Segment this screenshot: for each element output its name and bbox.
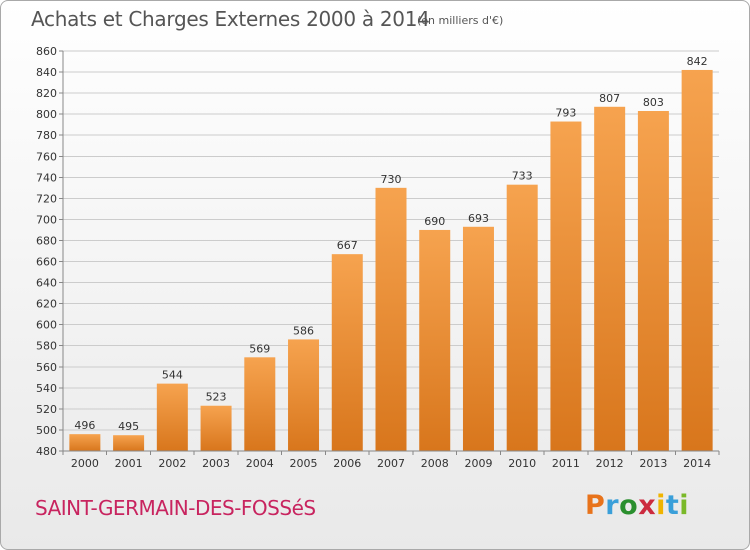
bar-2010 [506,184,538,451]
chart-unit: (en milliers d'€) [417,14,504,27]
logo-letter: P [585,490,606,521]
x-tick-label-2003: 2003 [202,457,230,470]
x-tick-label-2004: 2004 [246,457,274,470]
x-axis: 2000 2001 2002 2003 2004 2005 2006 2007 2008 2009… [62,450,720,470]
data-label-2003: 523 [206,391,227,404]
y-tick-label: 700 [36,213,57,226]
bar-2006 [331,254,363,451]
data-label-2010: 733 [512,170,533,183]
y-tick-label: 600 [36,319,57,332]
x-tick-label-2012: 2012 [596,457,624,470]
y-tick-label: 720 [36,192,57,205]
x-tick-label-2007: 2007 [377,457,405,470]
y-tick-label: 660 [36,256,57,269]
bars [69,69,713,452]
x-tick-label-2006: 2006 [333,457,361,470]
bar-2013 [637,111,669,451]
bar-2011 [550,121,582,452]
data-label-2011: 793 [555,107,576,120]
y-tick-label: 500 [36,424,57,437]
data-label-2001: 495 [118,420,139,433]
bar-2004 [244,357,276,451]
y-tick-label: 760 [36,150,57,163]
x-tick-label-2014: 2014 [683,457,711,470]
y-tick-label: 820 [36,87,57,100]
x-tick-label-2013: 2013 [639,457,667,470]
x-tick-label-2002: 2002 [158,457,186,470]
y-tick-label: 480 [36,445,57,458]
y-tick-label: 520 [36,403,57,416]
data-label-2007: 730 [381,173,402,186]
x-tick-label-2009: 2009 [464,457,492,470]
bar-2000 [69,434,101,451]
data-label-2014: 842 [687,55,708,68]
proxiti-logo: Proxiti [585,490,689,521]
data-label-2005: 586 [293,324,314,337]
data-label-2012: 807 [599,92,620,105]
data-label-2004: 569 [249,342,270,355]
bar-2001 [113,435,145,451]
x-tick-label-2008: 2008 [421,457,449,470]
y-tick-label: 580 [36,340,57,353]
x-tick-label-2000: 2000 [71,457,99,470]
y-tick-label: 640 [36,277,57,290]
bar-2003 [200,405,232,451]
y-tick-label: 780 [36,129,57,142]
data-label-2002: 544 [162,369,183,382]
x-tick-label-2001: 2001 [115,457,143,470]
bar-2007 [375,187,407,451]
y-tick-label: 840 [36,66,57,79]
bar-2009 [462,226,494,451]
bar-2014 [681,69,713,452]
bar-2012 [594,106,626,451]
y-tick-label: 620 [36,298,57,311]
logo-letter: x [638,490,657,521]
x-tick-label-2010: 2010 [508,457,536,470]
logo-letter: r [605,490,620,521]
logo-letter: t [665,490,680,521]
y-tick-label: 740 [36,171,57,184]
y-tick-label: 800 [36,108,57,121]
x-tick-label-2005: 2005 [290,457,318,470]
y-tick-label: 560 [36,361,57,374]
chart-title: Achats et Charges Externes 2000 à 2014 [31,7,430,31]
data-label-2000: 496 [74,419,95,432]
data-label-2009: 693 [468,212,489,225]
data-label-2013: 803 [643,96,664,109]
data-label-2008: 690 [424,215,445,228]
x-tick-label-2011: 2011 [552,457,580,470]
y-tick-label: 540 [36,382,57,395]
logo-letter: i [656,490,666,521]
bar-2008 [419,229,451,451]
y-tick-label: 680 [36,234,57,247]
data-labels: 496 495 544 523 569 586 667 730 690 693 733 793 807 8… [74,55,707,433]
y-axis: 480 500 520 540 560 580 600 620 640 660 680 700 720 7… [36,45,64,458]
bar-2005 [288,339,320,451]
y-tick-label: 860 [36,45,57,58]
logo-letter: o [619,490,639,521]
logo-letter: i [679,490,690,521]
bar-2002 [156,383,188,451]
data-label-2006: 667 [337,239,358,252]
location-name: SAINT-GERMAIN-DES-FOSSéS [35,496,316,520]
